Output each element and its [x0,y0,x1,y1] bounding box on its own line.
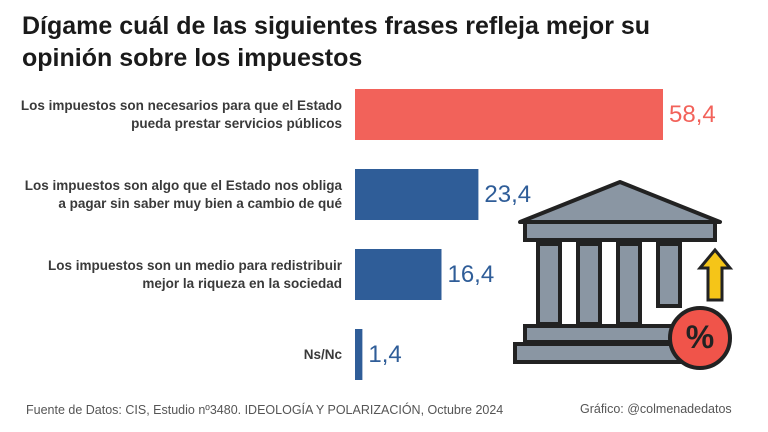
category-label: Ns/Nc [303,346,342,362]
value-label: 23,4 [484,181,532,208]
chart-title: Dígame cuál de las siguientes frases ref… [22,12,651,72]
category-label: Los impuestos son necesarios para que el… [20,97,342,131]
value-label: 1,4 [368,341,402,368]
credit: Gráfico: @colmenadedatos [580,402,732,416]
bank-icon: % [513,180,734,370]
category-label: Los impuestos son algo que el Estado nos… [24,177,342,211]
bar [355,329,363,380]
svg-text:%: % [686,319,714,355]
bar [355,89,663,140]
category-label: Los impuestos son un medio para redistri… [47,257,342,291]
bar [355,249,442,300]
source-note: Fuente de Datos: CIS, Estudio nº3480. ID… [26,403,504,417]
bar [355,169,479,220]
value-label: 58,4 [669,101,716,128]
value-label: 16,4 [447,261,495,288]
